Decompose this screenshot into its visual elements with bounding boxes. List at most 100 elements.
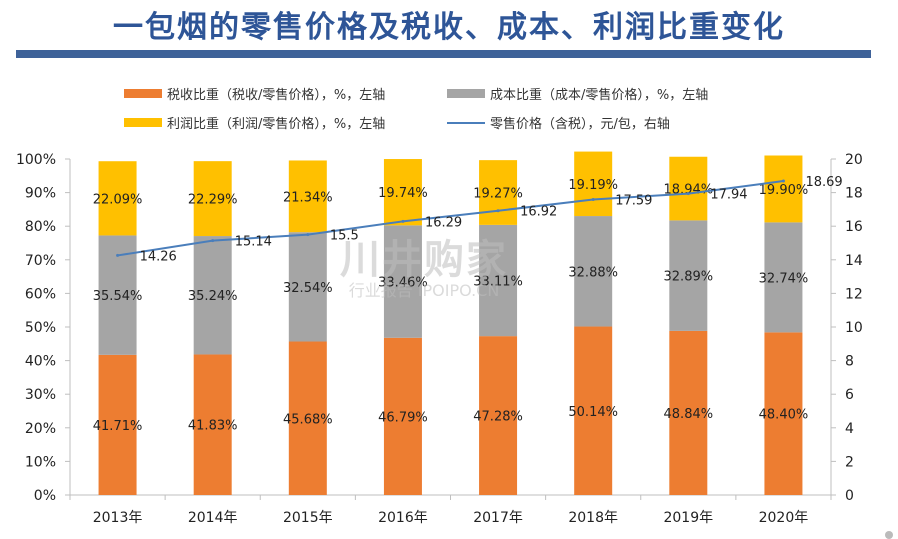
legend-item-profit: 利润比重（利润/零售价格），%，左轴 [124, 113, 385, 132]
point-retail-price [116, 253, 120, 257]
legend-label-price: 零售价格（含税），元/包，右轴 [490, 117, 670, 132]
x-tick-label: 2018年 [568, 510, 618, 526]
y-right-tick-label: 16 [845, 219, 863, 235]
data-label-cost: 35.24% [188, 289, 238, 304]
y-left-tick-label: 10% [25, 454, 56, 470]
data-label-tax: 48.40% [759, 408, 809, 423]
data-label-tax: 41.83% [188, 419, 238, 434]
y-right-tick-label: 2 [845, 454, 854, 470]
page-title: 一包烟的零售价格及税收、成本、利润比重变化 [113, 10, 785, 45]
legend-swatch-profit [124, 118, 162, 127]
y-left-tick-label: 20% [25, 421, 56, 437]
point-retail-price [686, 192, 690, 196]
y-left-tick-label: 80% [25, 219, 56, 235]
legend-label-profit: 利润比重（利润/零售价格），%，左轴 [167, 117, 386, 132]
bar-profit [98, 161, 137, 236]
chart-legend: 税收比重（税收/零售价格），%，左轴 成本比重（成本/零售价格），%，左轴 利润… [0, 84, 898, 134]
data-label-tax: 46.79% [378, 410, 428, 425]
data-label-cost: 32.89% [664, 270, 714, 285]
y-right-tick-label: 4 [845, 421, 854, 437]
bar-profit [574, 151, 613, 217]
point-retail-price [211, 239, 215, 243]
legend-line-price [447, 121, 485, 124]
data-label-retail-price: 14.26 [140, 249, 177, 264]
legend-label-tax: 税收比重（税收/零售价格），%，左轴 [167, 88, 386, 103]
point-retail-price [306, 233, 310, 237]
title-rule [16, 50, 871, 58]
x-tick-label: 2017年 [473, 510, 523, 526]
y-left-tick-label: 60% [25, 286, 56, 302]
bar-tax [288, 341, 327, 495]
point-retail-price [401, 219, 405, 223]
legend-swatch-cost [447, 89, 485, 98]
corner-dot [885, 531, 893, 539]
data-label-cost: 32.74% [759, 271, 809, 286]
data-label-tax: 45.68% [283, 412, 333, 427]
bar-profit [193, 161, 232, 237]
point-retail-price [591, 197, 595, 201]
point-retail-price [496, 209, 500, 213]
bar-profit [288, 160, 327, 233]
bar-cost [479, 224, 518, 337]
y-left-tick-label: 90% [25, 186, 56, 202]
data-label-retail-price: 17.59 [615, 193, 652, 208]
bar-tax [193, 354, 232, 495]
legend-item-tax: 税收比重（税收/零售价格），%，左轴 [124, 84, 385, 103]
bar-profit [669, 156, 708, 221]
bar-profit [383, 159, 422, 226]
x-tick-label: 2014年 [188, 510, 238, 526]
data-label-cost: 32.54% [283, 281, 333, 296]
data-label-profit: 21.34% [283, 190, 333, 205]
y-right-tick-label: 6 [845, 387, 854, 403]
data-label-retail-price: 18.69 [805, 175, 842, 190]
data-label-tax: 41.71% [93, 419, 143, 434]
data-label-cost: 33.46% [378, 276, 428, 291]
data-label-cost: 35.54% [93, 289, 143, 304]
data-label-profit: 19.90% [759, 183, 809, 198]
bar-cost [288, 232, 327, 342]
y-left-tick-label: 50% [25, 320, 56, 336]
bar-cost [669, 220, 708, 331]
x-tick-label: 2016年 [378, 510, 428, 526]
y-right-tick-label: 18 [845, 186, 863, 202]
bar-tax [574, 326, 613, 495]
y-left-tick-label: 0% [34, 488, 56, 504]
legend-item-price: 零售价格（含税），元/包，右轴 [447, 113, 670, 132]
bar-tax [764, 332, 803, 495]
x-tick-label: 2020年 [759, 510, 809, 526]
point-retail-price [781, 179, 785, 183]
data-label-tax: 50.14% [568, 405, 618, 420]
bar-tax [383, 337, 422, 495]
line-retail-price [117, 180, 784, 257]
data-label-retail-price: 15.14 [235, 235, 272, 250]
y-left-tick-label: 40% [25, 354, 56, 370]
y-left-tick-label: 100% [16, 152, 56, 168]
data-label-tax: 48.84% [664, 407, 714, 422]
y-right-tick-label: 12 [845, 286, 863, 302]
data-label-retail-price: 15.5 [330, 229, 359, 244]
bar-tax [98, 354, 137, 495]
data-label-profit: 19.27% [473, 187, 523, 202]
legend-swatch-tax [124, 89, 162, 98]
bar-cost [193, 236, 232, 355]
x-tick-label: 2015年 [283, 510, 333, 526]
x-tick-label: 2019年 [663, 510, 713, 526]
y-left-tick-label: 70% [25, 253, 56, 269]
x-tick-label: 2013年 [93, 510, 143, 526]
data-label-retail-price: 16.92 [520, 205, 557, 220]
y-right-tick-label: 10 [845, 320, 863, 336]
bar-tax [479, 336, 518, 495]
bar-cost [574, 216, 613, 327]
data-label-tax: 47.28% [473, 410, 523, 425]
bar-profit [479, 160, 518, 225]
data-label-profit: 22.29% [188, 193, 238, 208]
y-right-tick-label: 20 [845, 152, 863, 168]
bar-cost [383, 225, 422, 338]
bar-profit [764, 155, 803, 223]
legend-label-cost: 成本比重（成本/零售价格），%，左轴 [490, 88, 709, 103]
data-label-profit: 22.09% [93, 192, 143, 207]
y-right-tick-label: 14 [845, 253, 863, 269]
bar-tax [669, 330, 708, 495]
data-label-profit: 19.74% [378, 186, 428, 201]
